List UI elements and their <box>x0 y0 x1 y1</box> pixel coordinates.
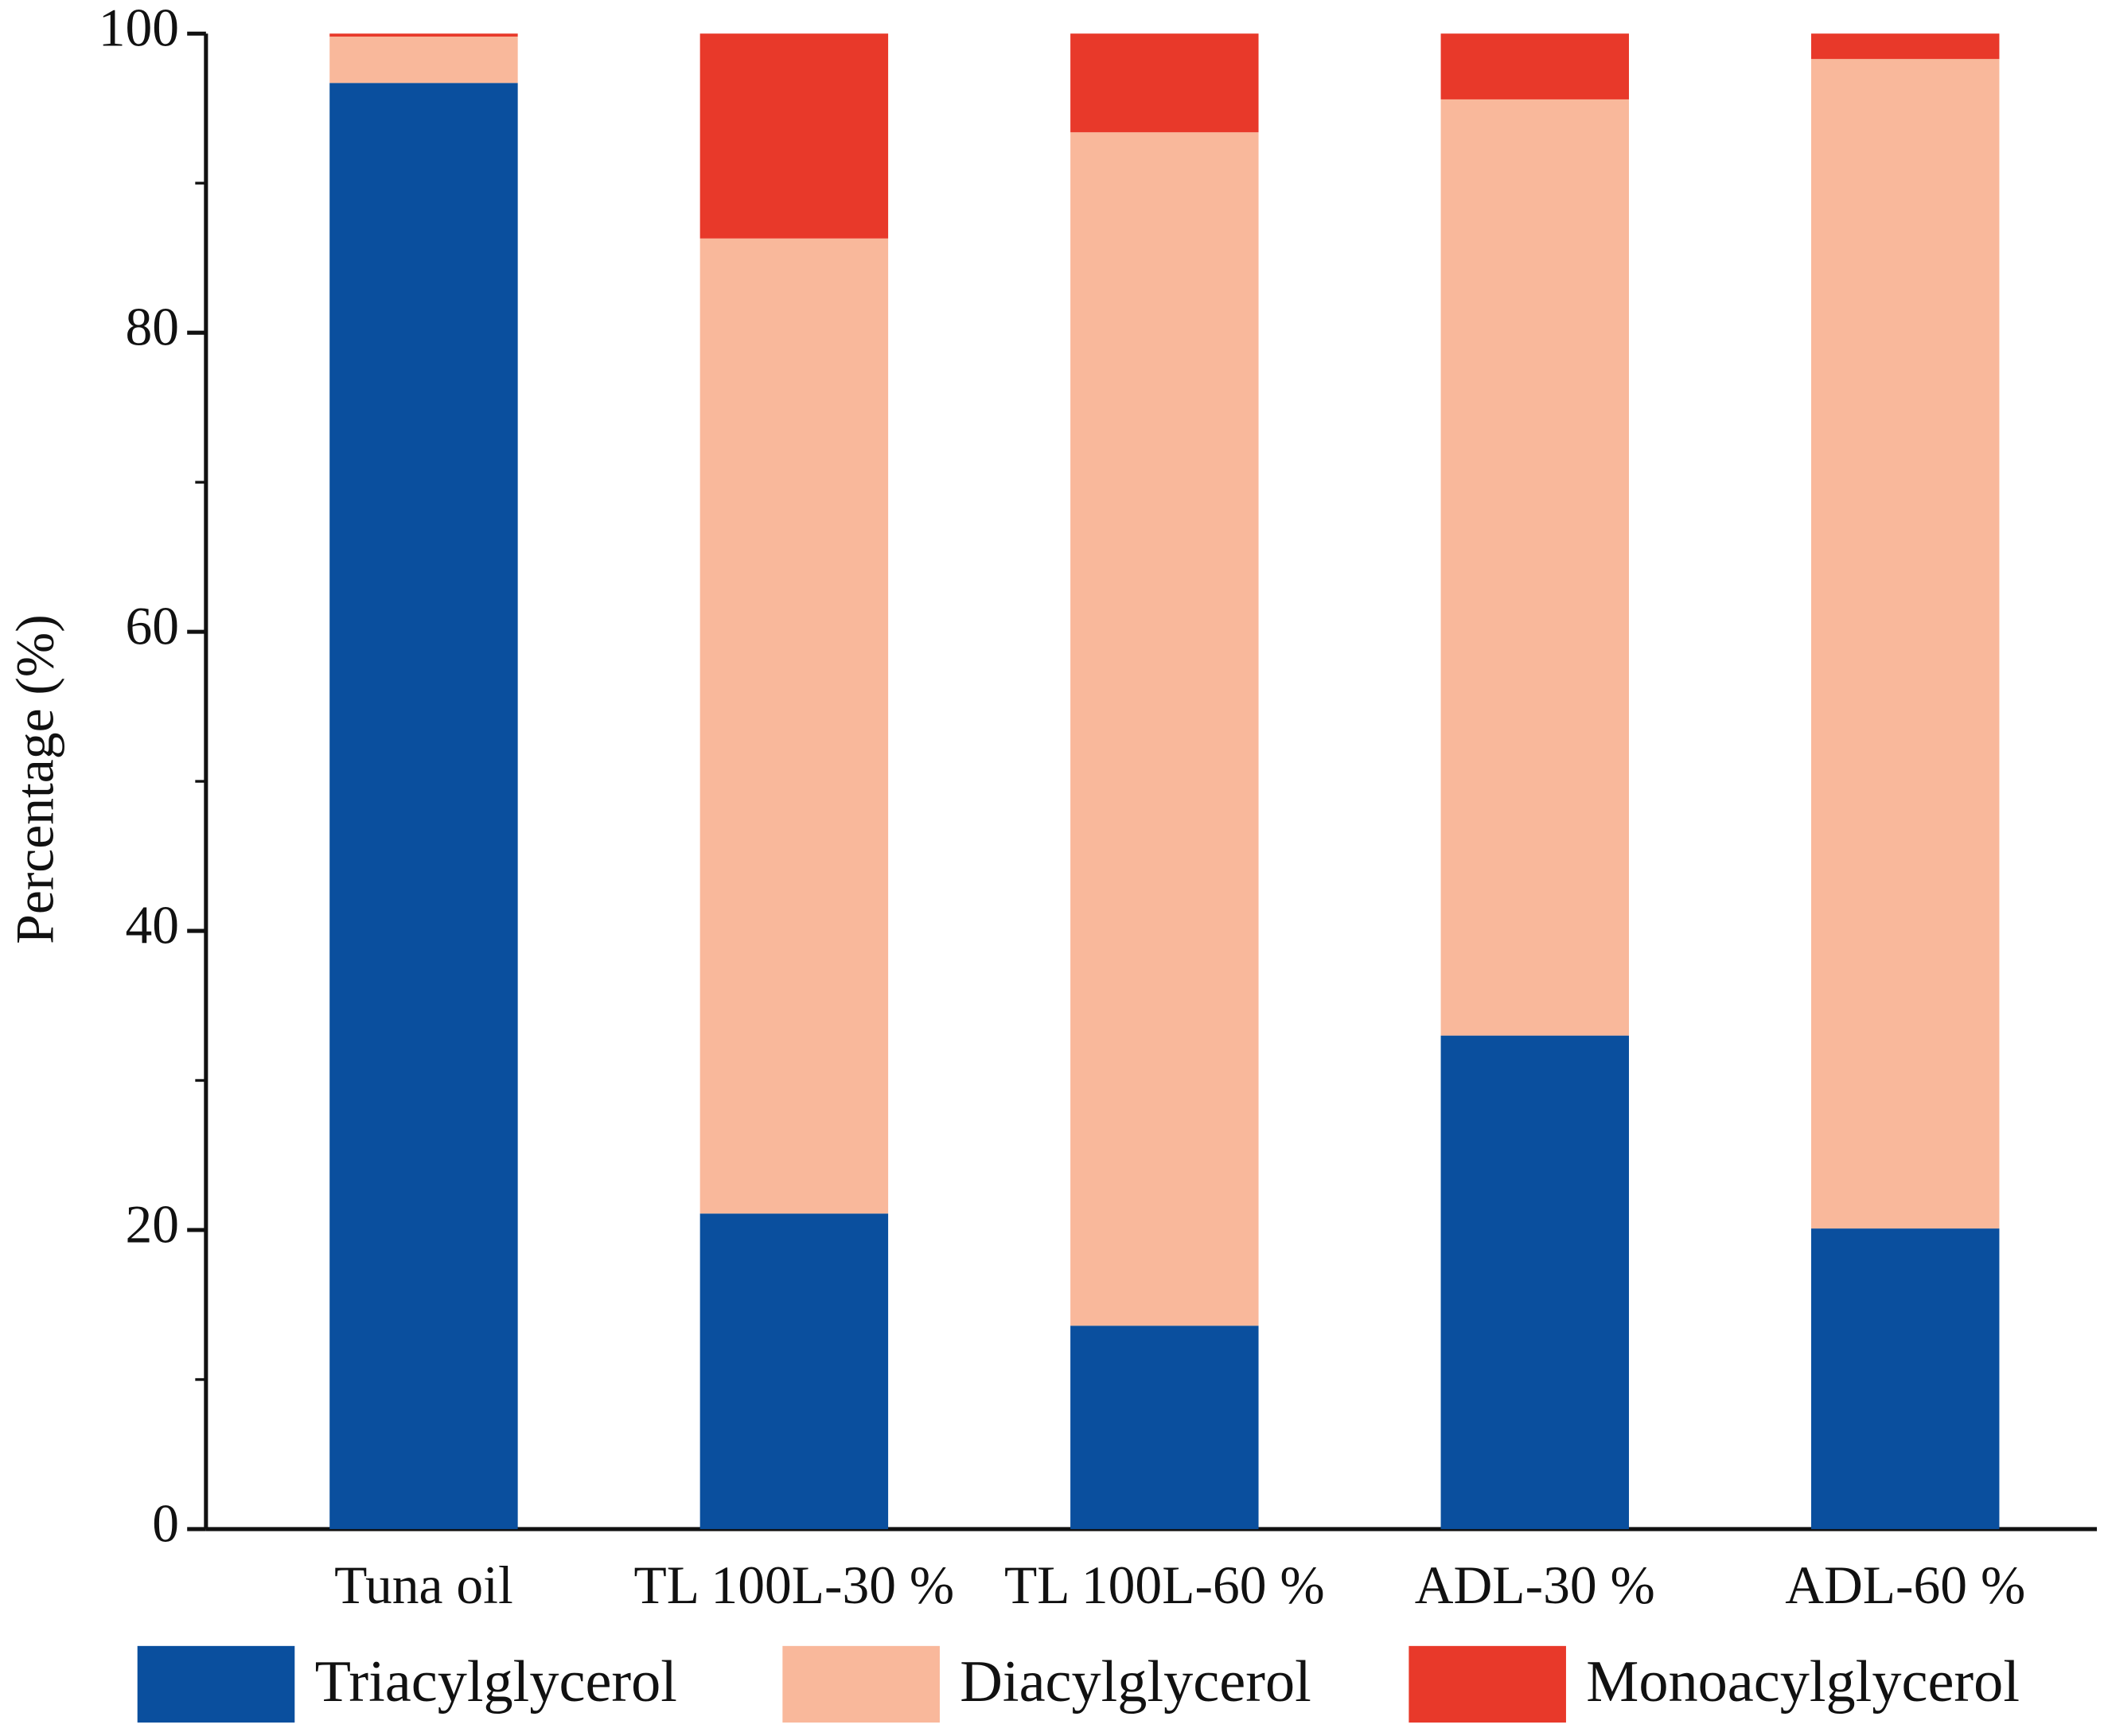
x-tick-label: TL 100L-60 % <box>1004 1555 1325 1615</box>
y-tick-label: 40 <box>126 896 180 956</box>
bar-segment <box>1440 1035 1629 1529</box>
y-tick-label: 80 <box>126 298 180 357</box>
x-tick-label: Tuna oil <box>334 1555 513 1615</box>
bar-segment <box>699 238 889 1214</box>
legend-label: Diacylglycerol <box>960 1649 1311 1715</box>
bar-segment <box>1440 33 1629 99</box>
y-tick-label: 20 <box>126 1194 180 1254</box>
y-tick-label: 0 <box>152 1493 179 1553</box>
bar-segment <box>1070 1325 1259 1529</box>
y-tick-label: 60 <box>126 597 180 656</box>
bar-segment <box>1811 33 2000 60</box>
bar-segment <box>1811 59 2000 1229</box>
bar-segment <box>1440 99 1629 1036</box>
x-tick-label: TL 100L-30 % <box>634 1555 955 1615</box>
legend-label: Monoacylglycerol <box>1586 1649 2020 1715</box>
bar-segment <box>329 83 518 1529</box>
bar-segment <box>329 36 518 84</box>
legend-swatch <box>782 1645 940 1723</box>
bar-segment <box>699 33 889 239</box>
bar-segment <box>1811 1228 2000 1529</box>
bar-segment <box>329 33 518 37</box>
x-tick-label: ADL-60 % <box>1785 1555 2025 1615</box>
legend-label: Triacylglycerol <box>315 1649 677 1715</box>
legend-swatch <box>1409 1645 1566 1723</box>
bar-segment <box>699 1213 889 1529</box>
bar-segment <box>1070 132 1259 1326</box>
x-tick-label: ADL-30 % <box>1415 1555 1655 1615</box>
legend-swatch <box>137 1645 295 1723</box>
y-axis-label: Percentage (%) <box>6 614 65 944</box>
bar-segment <box>1070 33 1259 133</box>
y-tick-label: 100 <box>99 0 179 58</box>
